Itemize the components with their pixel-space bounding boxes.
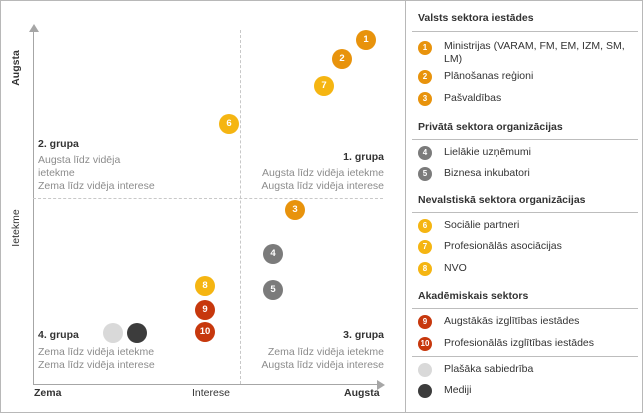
legend-item-label: Ministrijas (VARAM, FM, EM, IZM, SM, LM): [444, 40, 625, 65]
legend-item-label: NVO: [444, 262, 467, 274]
y-axis: [33, 30, 34, 384]
legend-marker: 6: [418, 219, 432, 233]
legend-item-label: Augstākās izglītības iestādes: [444, 315, 580, 327]
quadrant-2-line: Augsta līdz vidēja: [38, 154, 121, 166]
x-axis: [33, 384, 378, 385]
legend-divider: [405, 0, 406, 413]
quadrant-4-line: Zema līdz vidēja interese: [38, 359, 155, 371]
quadrant-1-line: Augsta līdz vidēja ietekme: [262, 167, 384, 179]
legend-marker: 5: [418, 167, 432, 181]
legend-item-label: Pašvaldības: [444, 92, 502, 104]
legend-item: 10 Profesionālās izglītības iestādes: [418, 337, 638, 351]
legend-item: 2 Plānošanas reģioni: [418, 70, 638, 84]
y-axis-arrow-icon: [29, 24, 39, 32]
legend-item-label: Plānošanas reģioni: [444, 70, 534, 82]
legend-item: 5 Biznesa inkubatori: [418, 167, 638, 181]
legend-marker: 7: [418, 240, 432, 254]
legend-item-label: Lielākie uzņēmumi: [444, 146, 531, 158]
legend-item: Plašāka sabiedrība: [418, 363, 638, 377]
marker-3: 3: [285, 200, 305, 220]
horizontal-divider: [33, 198, 383, 199]
marker-public: [103, 323, 123, 343]
quadrant-1-title: 1. grupa: [343, 151, 384, 163]
legend-separator: [412, 139, 638, 140]
legend-heading-ngo: Nevalstiskā sektora organizācijas: [418, 194, 586, 206]
marker-7: 7: [314, 76, 334, 96]
legend-marker: 9: [418, 315, 432, 329]
legend-item: 7 Profesionālās asociācijas: [418, 240, 638, 254]
marker-5: 5: [263, 280, 283, 300]
stakeholder-matrix: Augsta Ietekme Zema Interese Augsta 2. g…: [10, 24, 385, 399]
legend-item: 3 Pašvaldības: [418, 92, 638, 106]
y-axis-high-label: Augsta: [10, 50, 22, 86]
legend-item-label: Biznesa inkubatori: [444, 167, 530, 179]
x-axis-low-label: Zema: [34, 387, 62, 399]
legend-marker: 8: [418, 262, 432, 276]
y-axis-title: Ietekme: [10, 209, 22, 247]
legend-item: 8 NVO: [418, 262, 638, 276]
marker-9: 9: [195, 300, 215, 320]
marker-media: [127, 323, 147, 343]
x-axis-arrow-icon: [377, 380, 385, 390]
quadrant-4-line: Zema līdz vidēja ietekme: [38, 346, 155, 358]
legend-item-label: Mediji: [444, 384, 472, 396]
legend-item-label: Profesionālās izglītības iestādes: [444, 337, 594, 349]
legend-heading-academic: Akadēmiskais sektors: [418, 290, 529, 302]
marker-4: 4: [263, 244, 283, 264]
quadrant-2-title: 2. grupa: [38, 138, 79, 150]
legend-item: Mediji: [418, 384, 638, 398]
marker-6: 6: [219, 114, 239, 134]
legend-marker: 4: [418, 146, 432, 160]
legend-separator: [412, 212, 638, 213]
legend-marker-public: [418, 363, 432, 377]
marker-10: 10: [195, 322, 215, 342]
marker-1: 1: [356, 30, 376, 50]
legend-separator: [412, 31, 638, 32]
quadrant-4-title: 4. grupa: [38, 329, 79, 341]
quadrant-3-line: Zema līdz vidēja ietekme: [267, 346, 384, 358]
legend-marker: 3: [418, 92, 432, 106]
quadrant-2-line: Zema līdz vidēja interese: [38, 180, 155, 192]
legend-marker-media: [418, 384, 432, 398]
legend-marker: 2: [418, 70, 432, 84]
legend-heading-state: Valsts sektora iestādes: [418, 12, 534, 24]
legend: Valsts sektora iestādes 1 Ministrijas (V…: [406, 0, 643, 413]
legend-item: 6 Sociālie partneri: [418, 219, 638, 233]
marker-2: 2: [332, 49, 352, 69]
quadrant-1-line: Augsta līdz vidēja interese: [261, 180, 384, 192]
quadrant-3-title: 3. grupa: [343, 329, 384, 341]
vertical-divider: [240, 30, 241, 384]
legend-item-label: Sociālie partneri: [444, 219, 520, 231]
legend-item-label: Profesionālās asociācijas: [444, 240, 562, 252]
marker-8: 8: [195, 276, 215, 296]
legend-marker: 1: [418, 41, 432, 55]
legend-item: 9 Augstākās izglītības iestādes: [418, 315, 638, 329]
legend-item-label: Plašāka sabiedrība: [444, 363, 534, 375]
legend-separator: [412, 356, 638, 357]
legend-heading-private: Privātā sektora organizācijas: [418, 121, 563, 133]
quadrant-2-line: ietekme: [38, 167, 75, 179]
legend-item: 4 Lielākie uzņēmumi: [418, 146, 638, 160]
legend-separator: [412, 308, 638, 309]
x-axis-high-label: Augsta: [344, 387, 380, 399]
quadrant-3-line: Augsta līdz vidēja interese: [261, 359, 384, 371]
legend-item: 1 Ministrijas (VARAM, FM, EM, IZM, SM, L…: [418, 40, 638, 66]
legend-marker: 10: [418, 337, 432, 351]
x-axis-title: Interese: [192, 387, 230, 399]
